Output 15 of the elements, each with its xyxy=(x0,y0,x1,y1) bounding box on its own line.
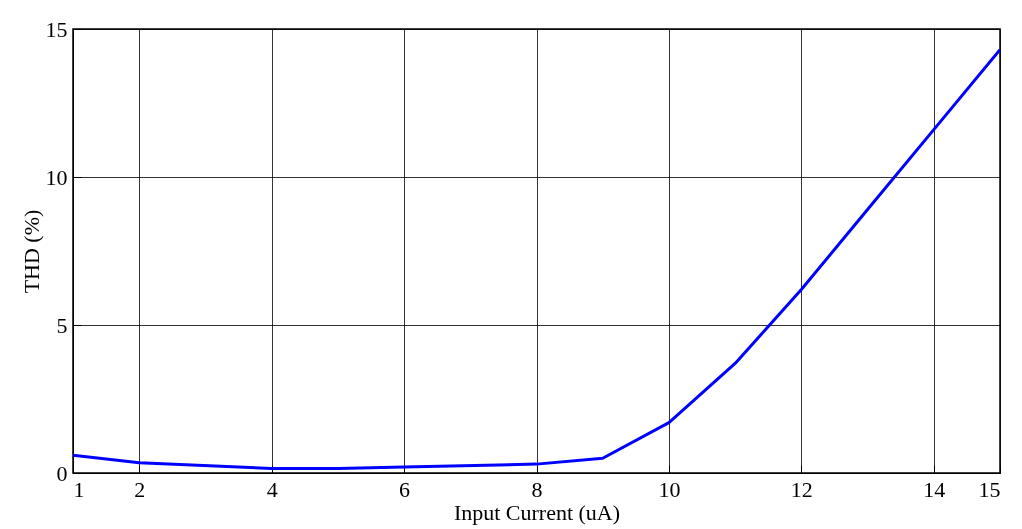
y-tick-label: 10 xyxy=(45,164,68,190)
x-tick-label: 14 xyxy=(923,476,946,502)
y-tick-label: 0 xyxy=(56,460,68,486)
y-tick-label: 5 xyxy=(56,312,68,338)
x-tick-label: 1 xyxy=(73,476,85,502)
x-axis-title: Input Current (uA) xyxy=(453,499,621,525)
x-tick-label: 8 xyxy=(531,476,543,502)
x-tick-label: 10 xyxy=(658,476,681,502)
x-tick-label: 6 xyxy=(399,476,411,502)
y-tick-label: 15 xyxy=(45,16,68,42)
x-tick-label: 2 xyxy=(134,476,146,502)
x-tick-label: 15 xyxy=(978,476,1001,502)
x-tick-label: 12 xyxy=(790,476,813,502)
x-tick-label: 4 xyxy=(266,476,278,502)
y-axis-title: THD (%) xyxy=(18,209,44,294)
